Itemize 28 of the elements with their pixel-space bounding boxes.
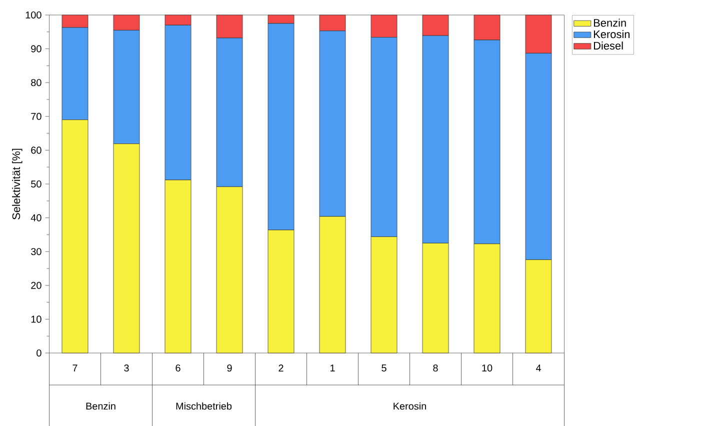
x-tick-label: 8 — [433, 364, 438, 372]
legend-label: Diesel — [594, 42, 623, 50]
x-tick-label: 6 — [176, 364, 180, 372]
legend-label: Kerosin — [594, 30, 630, 38]
x-tick-label: 5 — [382, 364, 386, 372]
x-tick-label: 1 — [330, 364, 335, 372]
text: Kerosin — [394, 402, 426, 410]
y-tick-label: 50 — [31, 180, 42, 188]
y-tick-label: 10 — [31, 316, 42, 323]
text: Mischbetrieb — [176, 402, 232, 410]
y-tick-label: 40 — [30, 214, 42, 222]
x-tick-label: 10 — [482, 364, 492, 372]
x-tick-label: 4 — [536, 364, 541, 372]
x-tick-label: 7 — [72, 364, 78, 372]
y-tick-label: 90 — [31, 45, 42, 52]
x-tick-label: 9 — [227, 364, 232, 372]
y-axis-title: Selektivität [%] — [12, 148, 22, 220]
x-tick-label: 2 — [278, 364, 284, 372]
y-tick-label: 100 — [26, 11, 42, 19]
y-tick-label: 70 — [31, 112, 42, 120]
text: Benzin — [86, 402, 116, 410]
legend-label: Benzin — [594, 18, 626, 27]
y-tick-label: 0 — [36, 349, 42, 357]
y-tick-label: 80 — [31, 79, 42, 86]
y-tick-label: 60 — [31, 146, 42, 154]
y-tick-label: 20 — [31, 282, 42, 289]
x-tick-label: 3 — [124, 364, 129, 372]
y-tick-label: 30 — [31, 248, 42, 256]
